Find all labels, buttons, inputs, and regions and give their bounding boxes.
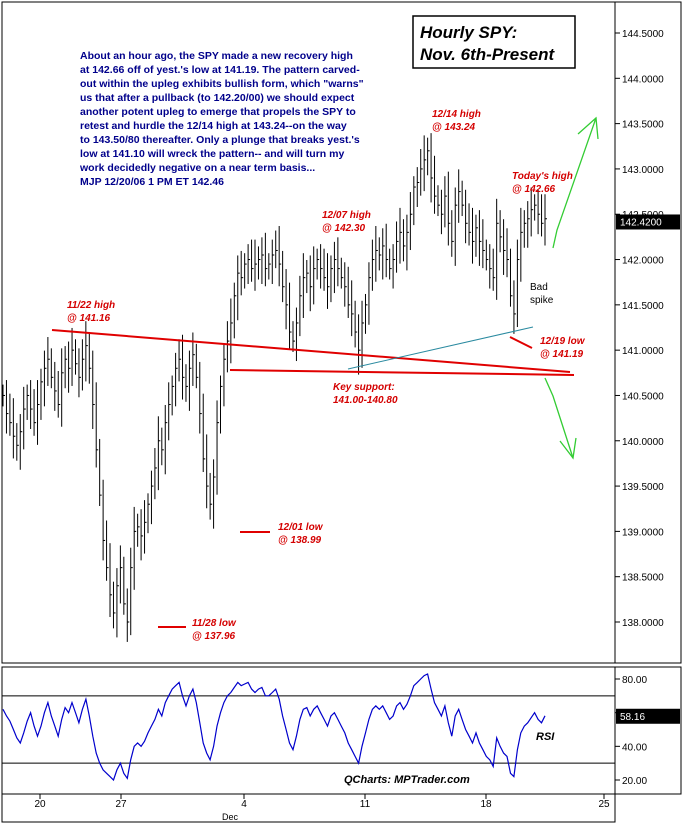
commentary-note-line: at 142.66 off of yest.'s low at 141.19. … <box>80 64 360 76</box>
last-price-box: 142.4200 <box>616 214 680 230</box>
commentary-note-line: retest and hurdle the 12/14 high at 143.… <box>80 120 347 132</box>
rsi-panel <box>1 666 616 795</box>
annotation-1122-high: 11/22 high @ 141.16 <box>67 300 118 324</box>
time-axis <box>1 793 616 823</box>
bullish-projection-arrow <box>552 116 599 249</box>
bearish-projection-arrow <box>544 377 577 460</box>
annotation-1207-high-line1: 12/07 high <box>322 210 371 221</box>
bad-spike-label-line2: spike <box>530 295 554 306</box>
annotation-key-support-line1: Key support: <box>333 382 395 393</box>
commentary-note-line: us that after a pullback (to 142.20/00) … <box>80 92 355 104</box>
time-tick-label: 27 <box>115 799 127 810</box>
annotation-1219-low: 12/19 low @ 141.19 <box>540 336 587 360</box>
annotation-1128-low: 11/28 low @ 137.96 <box>192 618 239 642</box>
commentary-note-line: About an hour ago, the SPY made a new re… <box>80 50 353 62</box>
annotation-1201-low: 12/01 low @ 138.99 <box>278 522 325 546</box>
price-axis-ticks: 144.5000144.0000143.5000143.0000142.5000… <box>615 29 664 629</box>
time-tick-label: 20 <box>34 799 46 810</box>
annotation-1207-high-line2: @ 142.30 <box>322 223 366 234</box>
bad-spike-label: Bad spike <box>530 282 554 306</box>
rising-support-line <box>347 326 534 370</box>
time-axis-ticks: 20 27 4 11 18 25 <box>34 794 610 810</box>
price-tick-label: 139.0000 <box>622 527 664 538</box>
annotation-1128-low-line2: @ 137.96 <box>192 631 236 642</box>
time-tick-label: 25 <box>598 799 610 810</box>
annotation-todays-high-line1: Today's high <box>512 171 573 182</box>
price-axis <box>614 1 682 664</box>
annotation-1128-low-line1: 11/28 low <box>192 618 237 629</box>
price-tick-label: 139.5000 <box>622 482 664 493</box>
bad-spike-label-line1: Bad <box>530 282 548 293</box>
key-support-line <box>229 369 575 376</box>
annotation-todays-high: Today's high @ 142.66 <box>512 171 576 195</box>
annotation-todays-high-line2: @ 142.66 <box>512 184 556 195</box>
commentary-note-line: out within the upleg exhibits bullish fo… <box>80 78 364 90</box>
rsi-tick-label: 80.00 <box>622 675 647 686</box>
commentary-note-line: work decidedly negative on a near term b… <box>79 162 315 174</box>
price-panel <box>1 1 616 664</box>
dec-month-label: Dec <box>222 812 239 822</box>
commentary-note-line: another potent upleg to emerge that prop… <box>80 106 356 118</box>
commentary-note-line: MJP 12/20/06 1 PM ET 142.46 <box>80 176 224 188</box>
chart-title-box: Hourly SPY: Nov. 6th-Present <box>412 15 576 69</box>
rsi-tick-label: 40.00 <box>622 742 647 753</box>
price-tick-label: 143.0000 <box>622 165 664 176</box>
rsi-label: RSI <box>536 731 555 743</box>
last-price-label: 142.4200 <box>620 217 662 228</box>
time-tick-label: 11 <box>360 799 371 810</box>
annotation-1201-low-line2: @ 138.99 <box>278 535 322 546</box>
commentary-note: About an hour ago, the SPY made a new re… <box>79 50 364 188</box>
rsi-axis <box>614 666 682 795</box>
rsi-tick-label: 20.00 <box>622 776 647 787</box>
price-tick-label: 144.0000 <box>622 74 664 85</box>
price-tick-label: 140.0000 <box>622 437 664 448</box>
price-tick-label: 138.5000 <box>622 573 664 584</box>
annotation-1214-high-line1: 12/14 high <box>432 109 481 120</box>
annotation-1214-high-line2: @ 143.24 <box>432 122 476 133</box>
price-tick-label: 142.0000 <box>622 256 664 267</box>
annotation-key-support: Key support: 141.00-140.80 <box>333 382 398 406</box>
price-tick-label: 138.0000 <box>622 618 664 629</box>
annotation-1219-low-line1: 12/19 low <box>540 336 586 347</box>
annotation-1219-low-line2: @ 141.19 <box>540 349 584 360</box>
annotation-1201-low-line1: 12/01 low <box>278 522 324 533</box>
commentary-note-line: low at 141.10 will wreck the pattern-- a… <box>80 148 344 160</box>
annotation-key-support-line2: 141.00-140.80 <box>333 395 398 406</box>
price-tick-label: 144.5000 <box>622 29 664 40</box>
annotation-1207-high: 12/07 high @ 142.30 <box>322 210 374 234</box>
time-tick-label: 4 <box>241 799 247 810</box>
last-rsi-box: 58.16 <box>616 708 680 724</box>
chart-title-line2: Nov. 6th-Present <box>420 45 555 64</box>
watermark: QCharts: MPTrader.com <box>344 774 470 786</box>
downtrend-line <box>51 329 571 373</box>
annotation-1214-high: 12/14 high @ 143.24 <box>432 109 484 133</box>
price-tick-label: 141.0000 <box>622 346 664 357</box>
price-tick-label: 141.5000 <box>622 301 664 312</box>
low-1219-marker <box>509 336 533 349</box>
chart-title-line1: Hourly SPY: <box>420 23 517 42</box>
price-tick-label: 140.5000 <box>622 391 664 402</box>
annotation-1122-high-line2: @ 141.16 <box>67 313 111 324</box>
rsi-series-line <box>2 673 546 782</box>
last-rsi-label: 58.16 <box>620 712 645 723</box>
time-tick-label: 18 <box>480 799 492 810</box>
price-tick-label: 143.5000 <box>622 120 664 131</box>
annotation-1122-high-line1: 11/22 high <box>67 300 115 311</box>
commentary-note-line: to 143.50/80 thereafter. Only a plunge t… <box>80 134 360 146</box>
